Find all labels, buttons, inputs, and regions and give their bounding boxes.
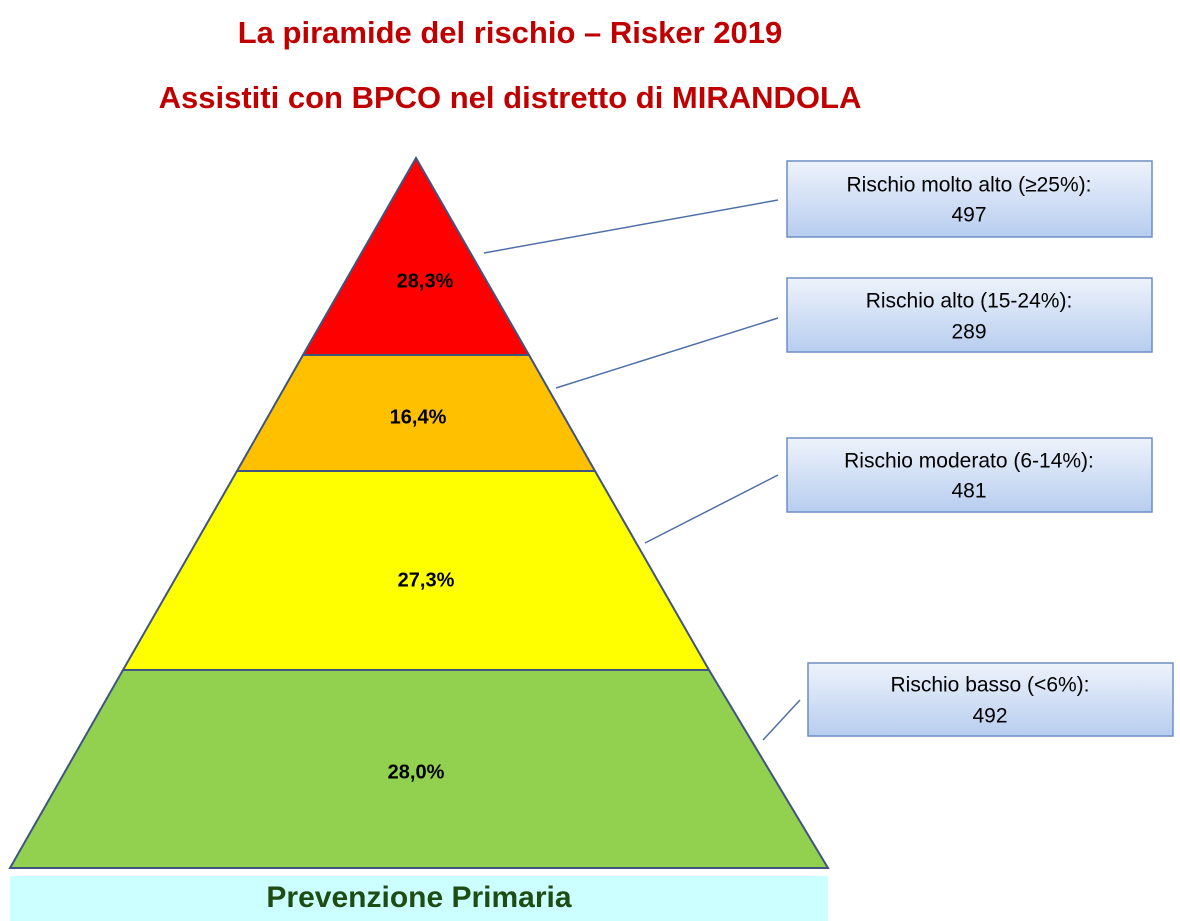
footer-bar bbox=[10, 876, 828, 921]
callout-label: Rischio moderato (6-14%): bbox=[844, 450, 1094, 473]
connector bbox=[483, 199, 779, 254]
connector bbox=[762, 699, 801, 741]
band-low bbox=[8, 669, 830, 869]
footer: Prevenzione Primaria bbox=[266, 881, 571, 914]
connector bbox=[644, 474, 779, 544]
percent: 27,3% bbox=[398, 569, 455, 591]
callout-count: 497 bbox=[951, 204, 986, 227]
callout-count: 492 bbox=[972, 705, 1007, 728]
callout-label: Rischio alto (15-24%): bbox=[866, 290, 1073, 313]
percent: 28,0% bbox=[388, 761, 445, 783]
connector bbox=[555, 317, 779, 389]
callout-count: 481 bbox=[951, 480, 986, 503]
callout-box bbox=[786, 277, 1153, 353]
subtitle: Assistiti con BPCO nel distretto di MIRA… bbox=[159, 80, 862, 115]
callout-box bbox=[807, 662, 1174, 737]
percent: 28,3% bbox=[397, 270, 454, 292]
callout-box bbox=[786, 437, 1153, 513]
callout-box bbox=[786, 160, 1153, 238]
title: La piramide del rischio – Risker 2019 bbox=[238, 15, 782, 50]
percent: 16,4% bbox=[390, 406, 447, 428]
callout-label: Rischio molto alto (≥25%): bbox=[847, 174, 1092, 197]
callout-count: 289 bbox=[951, 321, 986, 344]
band-very-high bbox=[301, 155, 531, 356]
callout-label: Rischio basso (<6%): bbox=[891, 674, 1090, 697]
